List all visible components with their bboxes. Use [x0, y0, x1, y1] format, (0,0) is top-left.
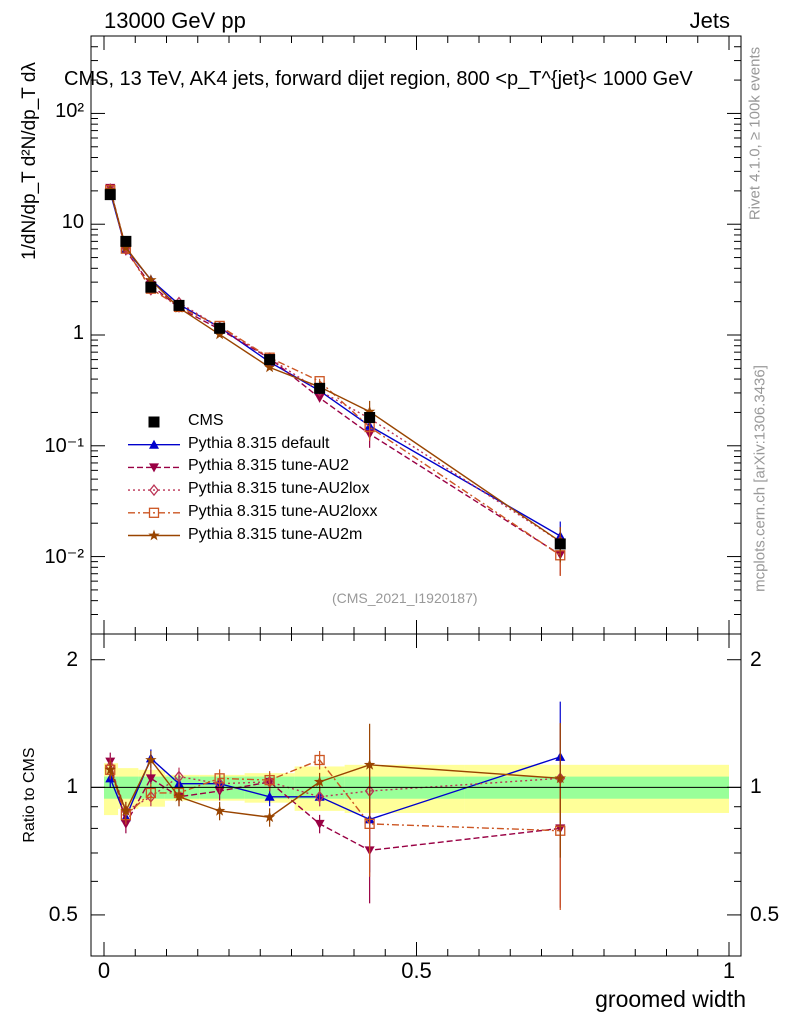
- y-tick-label: 2: [66, 647, 78, 671]
- top-panel-frame: [90, 35, 742, 635]
- rivet-version: Rivet 4.1.0, ≥ 100k events: [746, 46, 764, 221]
- y-tick-label: 10²: [55, 100, 84, 123]
- point-marker: [148, 507, 160, 518]
- y-tick-label-right: 1: [750, 775, 762, 799]
- point-marker: [148, 416, 160, 428]
- y-tick-label: 1: [66, 775, 78, 799]
- point-marker: [363, 405, 376, 417]
- x-tick-label: 0.5: [401, 958, 432, 983]
- point-marker: [173, 790, 185, 802]
- point-marker: [174, 770, 184, 783]
- series-pythia-8-315-tune-au2m: [104, 184, 566, 858]
- point-marker: [214, 773, 225, 784]
- point-marker: [149, 463, 159, 473]
- point-marker: [120, 235, 132, 247]
- point-marker: [264, 774, 275, 786]
- point-marker: [120, 804, 132, 816]
- point-marker: [363, 758, 376, 770]
- point-marker: [149, 439, 159, 449]
- point-marker: [145, 281, 157, 293]
- legend-label: Pythia 8.315 default: [188, 434, 330, 452]
- y-axis-title-ratio: Ratio to CMS: [21, 747, 38, 843]
- point-marker: [554, 538, 566, 550]
- point-marker: [214, 777, 225, 790]
- chart-title: CMS, 13 TeV, AK4 jets, forward dijet reg…: [64, 68, 693, 90]
- point-marker: [145, 754, 157, 765]
- series-line-top: [109, 189, 561, 556]
- y-tick-label-right: 0.5: [750, 902, 780, 926]
- legend-label: CMS: [188, 412, 224, 429]
- y-tick-label: 10⁻¹: [44, 434, 84, 457]
- y-tick-label: 0.5: [48, 902, 78, 926]
- x-tick-label: 0: [97, 958, 111, 983]
- point-marker: [314, 790, 325, 803]
- y-axis-title-top: 1/dN/dp_T d²N/dp_T dλ: [19, 62, 40, 260]
- point-marker: [213, 328, 226, 340]
- point-marker: [313, 775, 326, 787]
- point-marker: [145, 774, 156, 784]
- point-marker: [364, 818, 375, 830]
- axis-ticks: [91, 35, 741, 956]
- point-marker: [145, 787, 157, 799]
- legend-label: Pythia 8.315 tune-AU2lox: [188, 480, 370, 498]
- point-marker: [104, 763, 116, 775]
- point-marker: [104, 189, 116, 201]
- cms-data-layer: [104, 189, 566, 550]
- y-tick-label-right: 2: [750, 647, 762, 671]
- point-marker: [263, 811, 276, 823]
- point-marker: [314, 393, 325, 403]
- point-marker: [145, 274, 157, 285]
- x-axis-title: groomed width: [595, 986, 746, 1012]
- series-line-top: [109, 187, 561, 556]
- y-tick-label: 10⁻²: [44, 545, 84, 568]
- point-marker: [264, 791, 275, 801]
- header-category: Jets: [689, 8, 730, 33]
- y-tick-label: 10: [61, 211, 84, 234]
- point-marker: [314, 382, 326, 394]
- point-marker: [364, 412, 376, 424]
- point-marker: [263, 361, 276, 373]
- legend: [128, 416, 180, 541]
- point-marker: [120, 241, 132, 253]
- y-tick-label: 1: [72, 322, 84, 344]
- legend-label: Pythia 8.315 tune-AU2loxx: [188, 502, 378, 520]
- series-pythia-8-315-tune-au2lox: [105, 183, 566, 858]
- x-tick-label: 1: [722, 958, 736, 983]
- point-marker: [213, 804, 226, 816]
- mcplots-credit: mcplots.cern.ch [arXiv:1306.3436]: [751, 365, 769, 592]
- point-marker: [314, 819, 325, 829]
- watermark: (CMS_2021_I1920187): [332, 590, 478, 606]
- cms-uncertainty-bands: [104, 763, 729, 816]
- point-marker: [264, 354, 276, 366]
- legend-label: Pythia 8.315 tune-AU2: [188, 457, 349, 475]
- point-marker: [314, 754, 325, 766]
- header-process: 13000 GeV pp: [104, 8, 246, 33]
- point-marker: [149, 484, 159, 497]
- point-marker: [554, 772, 566, 784]
- point-marker: [214, 322, 226, 334]
- point-marker: [173, 299, 185, 311]
- legend-label: Pythia 8.315 tune-AU2m: [188, 525, 363, 543]
- point-marker: [148, 529, 160, 541]
